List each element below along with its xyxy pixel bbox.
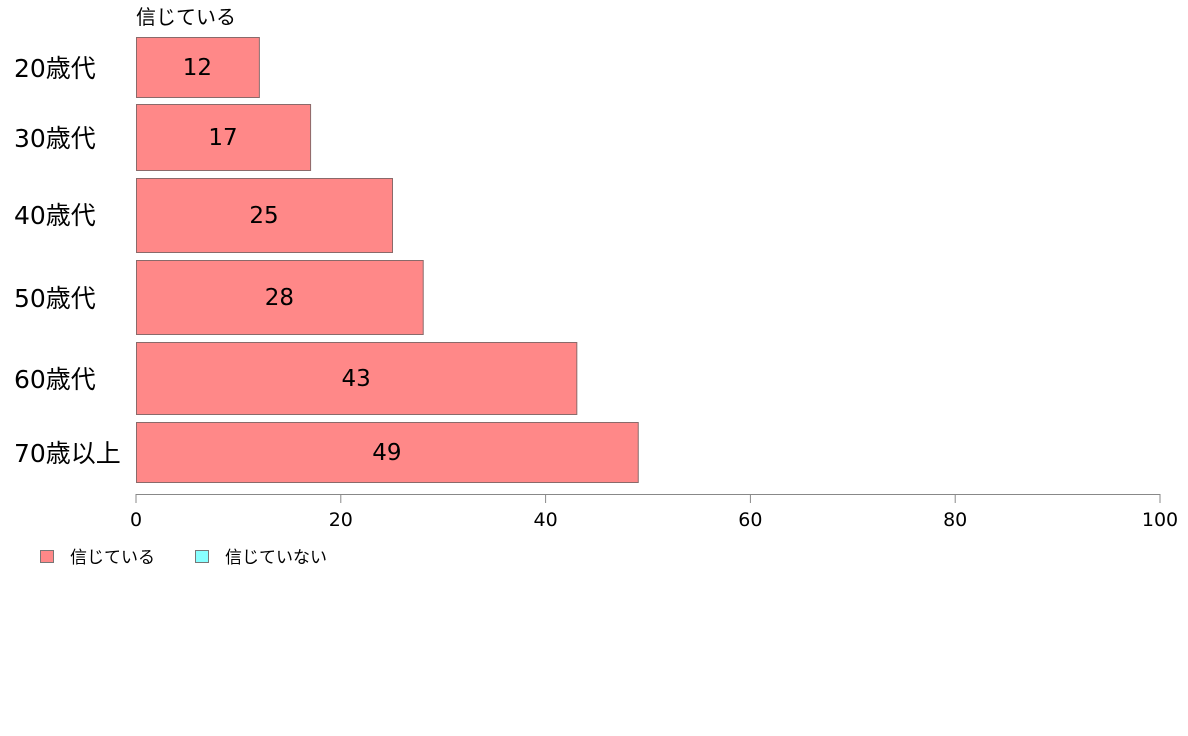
bar <box>136 37 260 98</box>
legend-label: 信じている <box>70 548 155 568</box>
legend-label: 信じていない <box>225 548 327 568</box>
category-label: 30歳代 <box>14 124 96 153</box>
category-label: 20歳代 <box>14 54 96 83</box>
bar <box>136 260 424 335</box>
x-tick-label: 0 <box>130 509 142 531</box>
data-label: 12 <box>183 55 212 81</box>
x-tick-label: 60 <box>738 509 762 531</box>
data-label: 43 <box>342 366 371 392</box>
x-axis: 0 20 40 60 80 100 <box>130 494 1178 531</box>
category-label: 60歳代 <box>14 365 96 394</box>
data-label: 28 <box>265 285 294 311</box>
series-title: 信じている <box>136 5 236 29</box>
legend: 信じている 信じていない <box>40 548 327 568</box>
category-label: 70歳以上 <box>14 439 121 468</box>
x-tick-label: 40 <box>534 509 558 531</box>
legend-swatch <box>40 550 54 563</box>
category-label: 50歳代 <box>14 284 96 313</box>
legend-swatch <box>195 550 209 563</box>
data-label: 25 <box>249 203 278 229</box>
x-tick-label: 80 <box>943 509 967 531</box>
category-label: 40歳代 <box>14 201 96 230</box>
bars-group: 20歳代 12 30歳代 17 40歳代 25 50歳代 28 60歳代 43 70歳以上 49 <box>14 37 639 483</box>
data-label: 17 <box>208 125 237 151</box>
bar <box>136 104 312 171</box>
bar <box>136 422 639 483</box>
data-label: 49 <box>372 440 401 466</box>
bar <box>136 178 393 253</box>
x-tick-label: 100 <box>1142 509 1178 531</box>
bar <box>136 342 578 415</box>
x-tick-label: 20 <box>329 509 353 531</box>
